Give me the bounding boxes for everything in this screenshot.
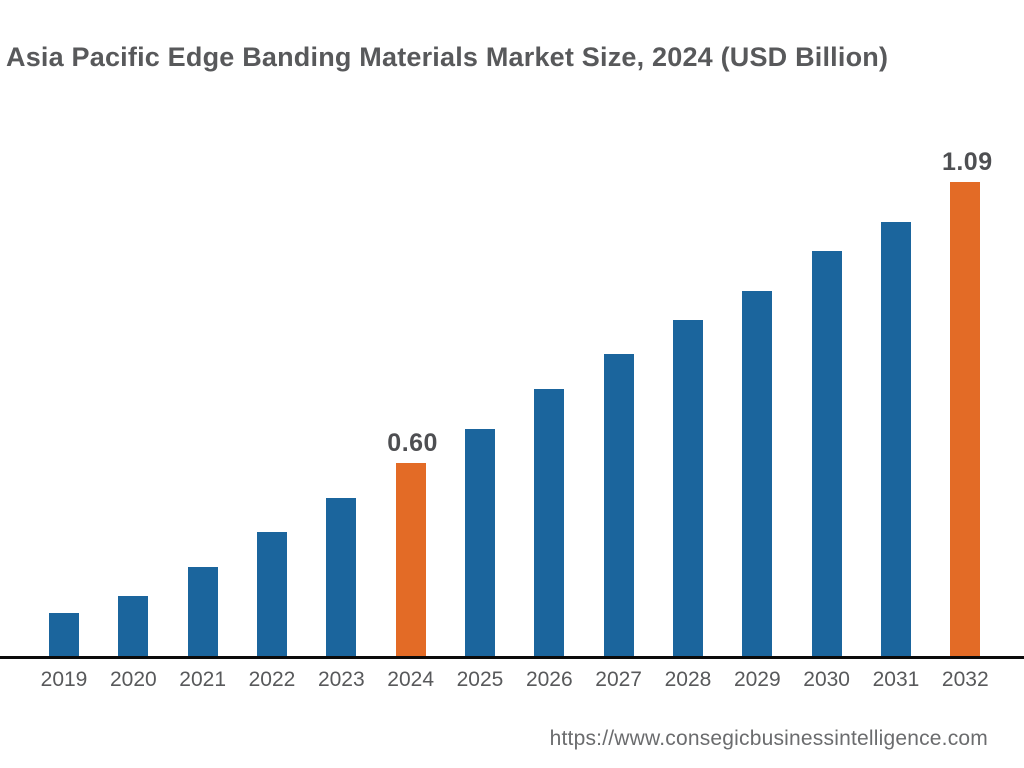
x-tick-2019: 2019: [40, 668, 88, 691]
bar-2029: [742, 291, 773, 656]
x-tick-2027: 2027: [595, 668, 642, 691]
x-axis-line: [0, 656, 1024, 659]
bar-2031: [880, 222, 911, 656]
source-url-link[interactable]: https://www.consegicbusinessintelligence…: [549, 727, 988, 750]
x-tick-2028: 2028: [664, 668, 712, 691]
x-tick-2032: 2032: [941, 668, 989, 691]
bar-2020: [118, 596, 149, 656]
bar-2030: [811, 251, 842, 656]
bar-2027: [603, 354, 634, 656]
bar-2026: [534, 389, 565, 656]
x-tick-2022: 2022: [248, 668, 296, 691]
data-label-2032: 1.09: [941, 148, 993, 176]
bar-2023: [326, 498, 357, 656]
x-tick-2031: 2031: [872, 668, 920, 691]
bar-2019: [49, 613, 79, 656]
x-tick-2029: 2029: [733, 668, 781, 691]
bar-2028: [672, 320, 703, 656]
bar-2021: [187, 567, 218, 656]
bar-2025: [464, 429, 495, 656]
bar-2022: [256, 532, 287, 656]
x-tick-2024: 2024: [387, 668, 434, 691]
x-tick-2026: 2026: [525, 668, 573, 691]
x-tick-2023: 2023: [317, 668, 365, 691]
x-tick-2020: 2020: [109, 668, 157, 691]
data-label-2024: 0.60: [387, 429, 438, 457]
x-tick-2030: 2030: [803, 668, 850, 691]
x-tick-2025: 2025: [456, 668, 504, 691]
bar-2024: [395, 463, 426, 656]
chart-title: Asia Pacific Edge Banding Materials Mark…: [6, 42, 889, 72]
x-tick-2021: 2021: [179, 668, 227, 691]
bar-2032: [950, 182, 981, 656]
